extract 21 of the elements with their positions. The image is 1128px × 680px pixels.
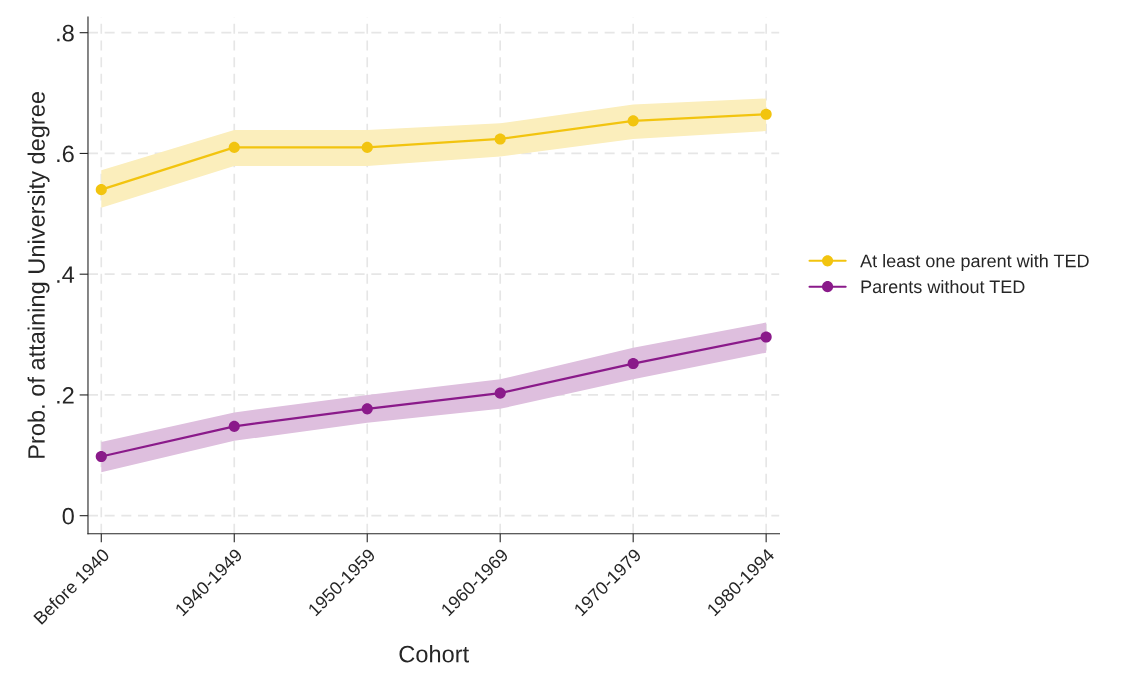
point (228, 141, 240, 153)
y-axis-title: Prob. of attaining University degree (27, 92, 50, 458)
point (760, 108, 772, 120)
point (361, 141, 373, 153)
point (627, 357, 639, 370)
y-tick-label: 0 (62, 507, 74, 525)
y-tick-label: .4 (57, 266, 75, 283)
y-tick-label: .8 (57, 24, 74, 42)
point (95, 450, 107, 463)
y-tick-label: .6 (57, 145, 74, 163)
legend-label: Parents without TED (861, 279, 1025, 294)
point (627, 115, 639, 127)
point (494, 387, 506, 399)
point (95, 184, 107, 196)
y-tick-label: .2 (57, 387, 74, 404)
x-axis-title: Cohort (399, 645, 469, 663)
point (760, 331, 772, 343)
point (228, 420, 240, 432)
legend-label: At least one parent with TED (860, 254, 1089, 271)
point (361, 403, 373, 415)
point (494, 133, 506, 145)
